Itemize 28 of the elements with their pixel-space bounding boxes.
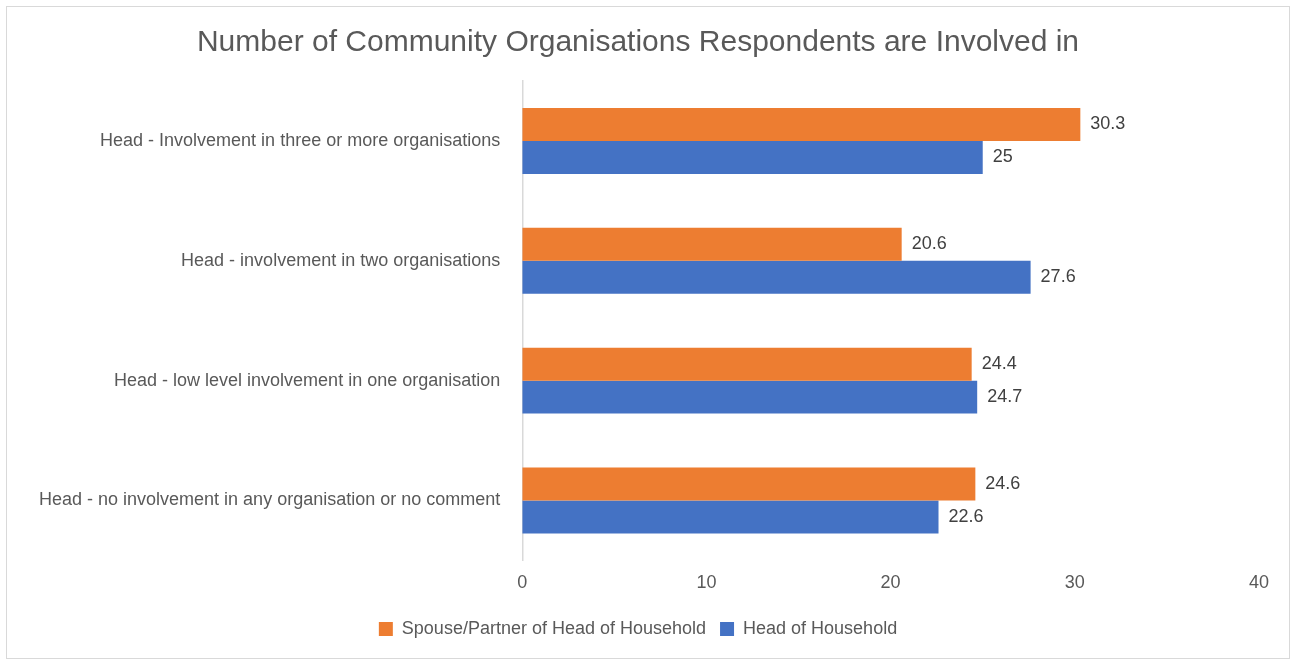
data-label: 20.6 <box>911 233 947 254</box>
y-tick-label: Head - involvement in two organisations <box>181 249 501 270</box>
data-label: 24.4 <box>981 353 1017 374</box>
x-tick-label: 0 <box>517 572 528 593</box>
bar <box>522 227 902 261</box>
x-tick-label: 40 <box>1248 572 1270 593</box>
data-label: 24.7 <box>987 386 1023 407</box>
y-tick-label: Head - Involvement in three or more organisations <box>100 129 501 150</box>
data-label: 22.6 <box>948 505 984 526</box>
data-label: 24.6 <box>985 472 1021 493</box>
bar <box>522 500 939 534</box>
legend-label: Spouse/Partner of Head of Household <box>401 617 707 638</box>
y-tick-label: Head - no involvement in any organisation or no comment <box>39 489 501 510</box>
data-label: 27.6 <box>1040 266 1076 287</box>
bar <box>522 140 983 174</box>
bar <box>522 260 1031 294</box>
data-label: 30.3 <box>1090 113 1126 134</box>
x-tick-label: 30 <box>1064 572 1085 593</box>
bar <box>522 467 976 501</box>
bar <box>522 107 1081 141</box>
data-label: 25 <box>992 146 1013 167</box>
bar <box>522 347 972 381</box>
y-tick-label: Head - low level involvement in one organisation <box>114 369 501 390</box>
chart-title: Number of Community Organisations Respondents are Involved in <box>196 24 1080 58</box>
bar <box>522 380 978 414</box>
legend-label: Head of Household <box>743 617 898 638</box>
x-tick-label: 10 <box>696 572 717 593</box>
x-tick-label: 20 <box>880 572 901 593</box>
